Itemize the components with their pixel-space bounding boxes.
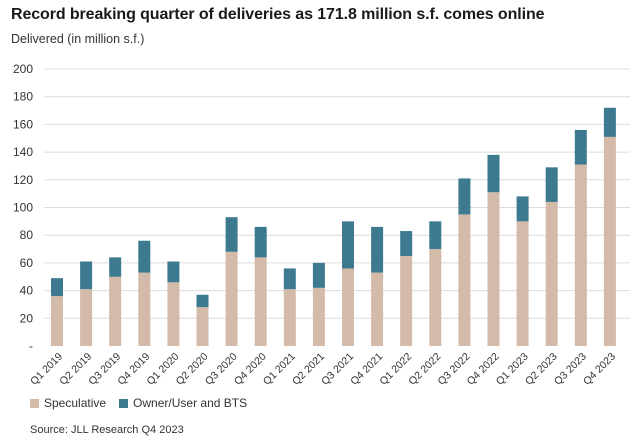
bar-owner-user-bts	[167, 261, 180, 283]
bar-owner-user-bts	[429, 221, 442, 250]
y-tick-label: 100	[13, 201, 33, 215]
y-tick-label: 60	[20, 256, 34, 270]
bar-speculative	[225, 251, 238, 346]
bar-speculative	[138, 272, 151, 346]
bar-speculative	[545, 201, 558, 346]
bar-speculative	[167, 282, 180, 346]
bar-owner-user-bts	[312, 262, 325, 288]
bar-owner-user-bts	[51, 278, 63, 297]
bar-owner-user-bts	[196, 294, 209, 308]
legend-label-owner-user-bts: Owner/User and BTS	[133, 396, 248, 410]
legend-label-speculative: Speculative	[44, 396, 107, 410]
bar-speculative	[51, 296, 63, 346]
x-tick-label: Q4 2023	[581, 351, 618, 388]
bar-speculative	[342, 268, 354, 346]
bar-speculative	[283, 289, 296, 346]
bar-owner-user-bts	[225, 217, 238, 252]
chart-title: Record breaking quarter of deliveries as…	[11, 6, 545, 23]
bar-owner-user-bts	[80, 261, 93, 290]
y-tick-label: 80	[20, 228, 34, 242]
bar-owner-user-bts	[342, 221, 354, 269]
bar-speculative	[458, 214, 471, 346]
bar-owner-user-bts	[400, 231, 413, 256]
bar-speculative	[487, 192, 500, 346]
bar-owner-user-bts	[458, 178, 471, 215]
bar-owner-user-bts	[487, 154, 500, 193]
y-tick-label: 40	[20, 284, 34, 298]
bar-speculative	[371, 272, 384, 346]
bar-speculative	[400, 255, 413, 346]
bar-owner-user-bts	[516, 196, 529, 222]
legend-item-owner-user-bts: Owner/User and BTS	[119, 396, 247, 410]
bar-speculative	[312, 287, 325, 346]
bar-speculative	[603, 136, 616, 346]
bar-owner-user-bts	[109, 257, 122, 277]
bar-speculative	[196, 307, 209, 346]
bar-speculative	[429, 249, 442, 346]
bar-owner-user-bts	[138, 240, 151, 273]
bar-owner-user-bts	[254, 226, 267, 258]
y-axis-label: Delivered (in million s.f.)	[11, 32, 145, 46]
y-tick-label: -	[29, 339, 33, 353]
y-tick-label: 20	[20, 311, 34, 325]
bar-speculative	[80, 289, 93, 346]
bar-owner-user-bts	[603, 107, 616, 137]
bar-speculative	[516, 221, 529, 346]
y-tick-label: 180	[13, 90, 33, 104]
y-tick-label: 160	[13, 117, 33, 131]
source-note: Source: JLL Research Q4 2023	[30, 424, 184, 436]
legend-swatch-speculative	[30, 398, 39, 408]
bar-speculative	[254, 257, 267, 346]
legend-swatch-owner-user-bts	[119, 398, 129, 408]
legend-item-speculative: Speculative	[30, 396, 106, 410]
y-tick-label: 120	[13, 173, 33, 187]
chart-legend: Speculative Owner/User and BTS	[30, 396, 260, 410]
bar-owner-user-bts	[545, 167, 558, 202]
y-tick-label: 140	[13, 145, 33, 159]
bar-speculative	[574, 164, 587, 346]
bar-speculative	[109, 276, 122, 346]
bar-owner-user-bts	[371, 226, 384, 273]
y-tick-label: 200	[13, 62, 33, 76]
bar-owner-user-bts	[283, 268, 296, 290]
bar-owner-user-bts	[574, 129, 587, 165]
